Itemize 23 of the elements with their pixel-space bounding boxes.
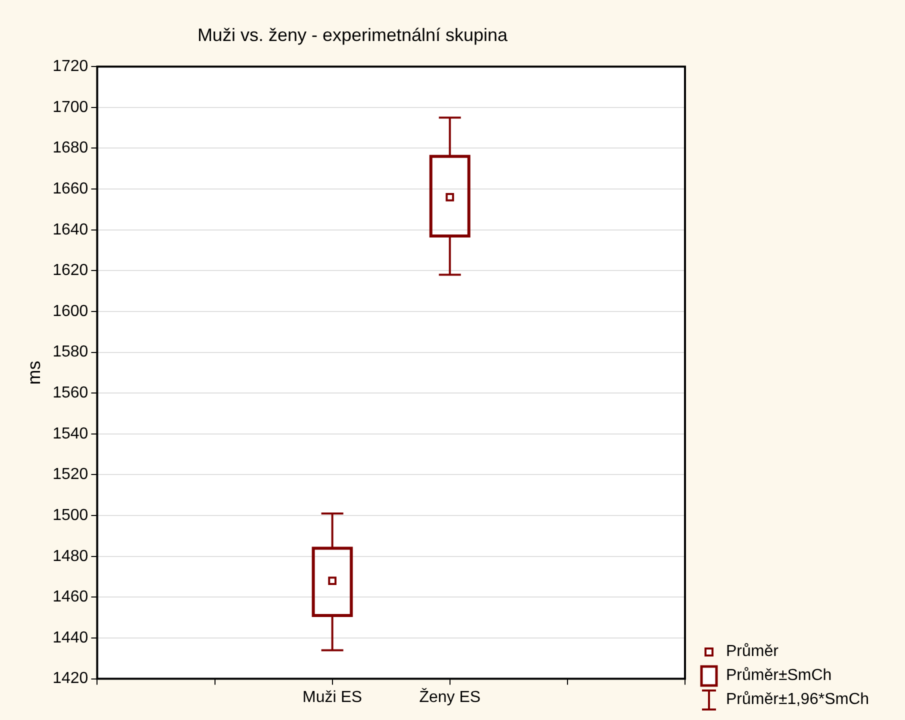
chart-title: Muži vs. ženy - experimetnální skupina (197, 24, 509, 45)
y-axis-title: ms (24, 360, 44, 385)
y-tick-label: 1640 (52, 221, 88, 238)
y-tick-label: 1480 (52, 548, 88, 565)
y-tick-label: 1720 (52, 58, 88, 76)
text: Průměr±SmCh (726, 667, 832, 685)
y-tick-label: 1520 (52, 466, 88, 484)
y-tick-label: 1460 (52, 588, 88, 606)
y-tick-label: 1560 (52, 384, 88, 402)
text: Průměr (726, 643, 778, 661)
y-tick-label: 1680 (52, 140, 88, 157)
y-tick-label: 1620 (52, 262, 88, 280)
y-tick-label: 1700 (52, 98, 88, 116)
x-tick-label: Ženy ES (419, 688, 481, 706)
x-tick-label: Muži ES (302, 688, 362, 706)
y-tick-label: 1420 (52, 670, 88, 688)
y-tick-label: 1440 (52, 629, 88, 646)
y-tick-label: 1540 (52, 425, 88, 442)
y-tick-label: 1660 (52, 180, 88, 198)
y-tick-label: 1580 (52, 344, 88, 361)
text: Průměr±1,96*SmCh (726, 691, 870, 709)
y-tick-label: 1500 (52, 506, 88, 524)
y-tick-label: 1600 (52, 302, 88, 320)
